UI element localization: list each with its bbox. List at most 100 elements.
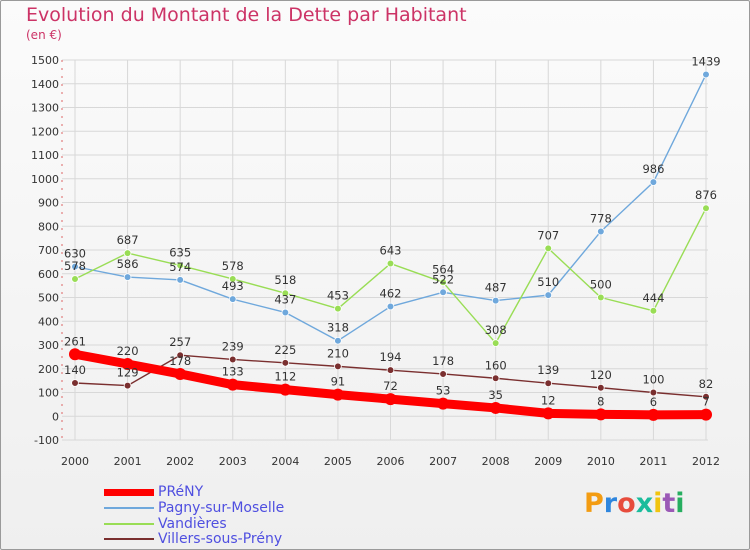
data-label-pagny-sur-moselle: 586: [117, 257, 139, 271]
data-point-pagny-sur-moselle: [544, 291, 553, 299]
logo-letter: i: [653, 488, 663, 519]
y-tick-label: 1300: [31, 102, 59, 115]
data-point-preny: [121, 358, 134, 370]
legend-label-villers-sous-preny: Villers-sous-Prény: [158, 531, 283, 547]
data-label-villers-sous-preny: 194: [380, 350, 402, 364]
y-tick-label: 1000: [31, 173, 59, 186]
data-label-vandieres: 500: [590, 278, 612, 292]
data-label-vandieres: 308: [485, 323, 507, 337]
x-tick-label: 2004: [271, 455, 299, 468]
legend-swatch-villers-sous-preny: [104, 538, 154, 540]
y-tick-label: 400: [38, 315, 59, 328]
data-point-vandieres: [439, 278, 447, 287]
data-label-vandieres: 707: [537, 228, 559, 242]
data-label-preny: 6: [650, 395, 657, 409]
data-point-preny: [69, 348, 81, 361]
data-label-preny: 12: [541, 393, 556, 407]
data-label-pagny-sur-moselle: 487: [485, 281, 507, 295]
x-tick-label: 2000: [61, 455, 89, 468]
data-point-villers-sous-preny: [597, 383, 605, 392]
legend-label-preny: PRéNY: [158, 484, 204, 500]
data-point-villers-sous-preny: [176, 351, 184, 360]
data-point-pagny-sur-moselle: [702, 70, 710, 79]
data-point-preny: [226, 378, 239, 391]
data-point-pagny-sur-moselle: [649, 178, 658, 186]
data-label-vandieres: 453: [327, 289, 349, 303]
data-label-preny: 35: [488, 388, 503, 402]
logo-letter: P: [584, 488, 604, 519]
data-point-villers-sous-preny: [702, 392, 710, 401]
y-tick-label: 100: [38, 387, 59, 400]
x-tick-label: 2011: [639, 455, 667, 468]
data-label-pagny-sur-moselle: 318: [327, 321, 349, 335]
data-point-pagny-sur-moselle: [386, 302, 395, 311]
y-tick-label: -100: [34, 434, 59, 447]
data-label-villers-sous-preny: 178: [432, 354, 454, 368]
x-tick-label: 2006: [377, 455, 405, 468]
data-point-villers-sous-preny: [386, 366, 395, 374]
data-point-preny: [489, 401, 502, 414]
y-tick-label: 600: [38, 268, 59, 281]
y-tick-label: 1200: [31, 125, 59, 138]
data-point-pagny-sur-moselle: [439, 288, 447, 297]
data-label-preny: 112: [274, 370, 296, 384]
data-point-pagny-sur-moselle: [176, 276, 184, 284]
data-label-preny: 91: [331, 375, 346, 389]
data-point-vandieres: [123, 249, 132, 257]
data-label-preny: 178: [169, 354, 191, 368]
data-point-vandieres: [334, 304, 342, 313]
data-point-villers-sous-preny: [228, 355, 237, 364]
chart-title: Evolution du Montant de la Dette par Hab…: [26, 4, 467, 26]
data-label-villers-sous-preny: 140: [64, 363, 86, 377]
y-tick-label: 300: [38, 339, 59, 352]
data-point-villers-sous-preny: [439, 370, 447, 378]
data-label-preny: 53: [436, 384, 451, 398]
data-point-preny: [647, 408, 660, 421]
data-label-pagny-sur-moselle: 462: [380, 287, 402, 301]
data-label-pagny-sur-moselle: 522: [432, 272, 454, 286]
data-label-pagny-sur-moselle: 574: [169, 260, 191, 274]
data-label-villers-sous-preny: 100: [642, 373, 664, 387]
data-label-vandieres: 578: [64, 259, 86, 273]
y-tick-label: 1500: [31, 54, 59, 67]
data-point-preny: [279, 383, 292, 396]
data-point-preny: [700, 408, 712, 421]
x-tick-label: 2010: [587, 455, 615, 468]
y-tick-label: 200: [38, 363, 59, 376]
data-label-pagny-sur-moselle: 1439: [691, 54, 720, 68]
logo-letter: o: [617, 488, 636, 519]
data-label-vandieres: 444: [642, 291, 664, 305]
legend-label-pagny-sur-moselle: Pagny-sur-Moselle: [158, 500, 285, 516]
data-label-pagny-sur-moselle: 493: [222, 279, 244, 293]
data-point-preny: [542, 407, 555, 420]
data-point-vandieres: [386, 259, 395, 268]
data-label-pagny-sur-moselle: 510: [537, 275, 559, 289]
data-point-vandieres: [228, 275, 237, 283]
data-label-villers-sous-preny: 257: [169, 335, 191, 349]
x-tick-label: 2012: [692, 455, 720, 468]
data-point-preny: [331, 388, 344, 401]
data-point-villers-sous-preny: [123, 381, 132, 390]
logo-letter: t: [662, 488, 676, 519]
data-label-villers-sous-preny: 210: [327, 346, 349, 360]
legend-label-vandieres: Vandières: [158, 516, 227, 532]
data-point-vandieres: [71, 275, 79, 283]
data-label-villers-sous-preny: 225: [274, 343, 296, 357]
x-tick-label: 2003: [219, 455, 247, 468]
data-point-vandieres: [544, 244, 553, 253]
data-label-preny: 8: [597, 394, 604, 408]
data-label-preny: 7: [702, 395, 709, 409]
data-point-villers-sous-preny: [544, 379, 553, 388]
data-label-preny: 72: [383, 379, 398, 393]
data-label-vandieres: 564: [432, 262, 454, 276]
data-point-vandieres: [597, 293, 605, 302]
data-point-pagny-sur-moselle: [123, 273, 132, 281]
data-point-villers-sous-preny: [491, 374, 500, 383]
y-tick-label: 0: [52, 410, 59, 423]
x-tick-label: 2005: [324, 455, 352, 468]
data-label-pagny-sur-moselle: 630: [64, 247, 86, 261]
data-point-pagny-sur-moselle: [334, 336, 342, 345]
data-label-vandieres: 635: [169, 245, 191, 259]
data-label-villers-sous-preny: 139: [537, 363, 559, 377]
data-point-preny: [384, 393, 397, 406]
